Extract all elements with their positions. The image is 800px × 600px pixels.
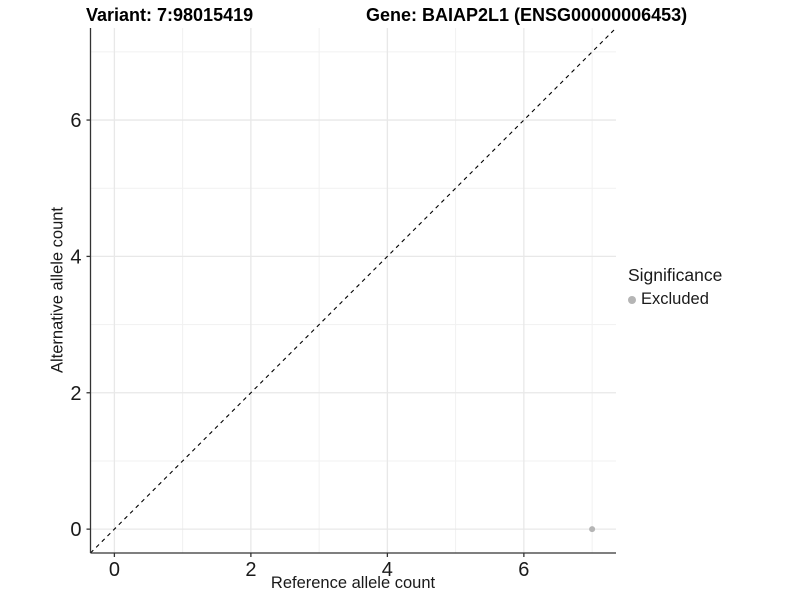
- gene-title: Gene: BAIAP2L1 (ENSG00000006453): [366, 5, 688, 25]
- x-axis-title: Reference allele count: [270, 574, 436, 592]
- x-tick-label: 6: [518, 559, 529, 581]
- y-tick-label: 6: [70, 110, 81, 132]
- legend-item-label: Excluded: [641, 290, 709, 308]
- x-tick-label: 0: [109, 559, 120, 581]
- x-tick-label: 2: [245, 559, 256, 581]
- y-tick-label: 2: [70, 383, 81, 405]
- data-point: [589, 526, 596, 533]
- identity-line: [90, 27, 617, 554]
- legend-item-excluded: Excluded: [628, 290, 722, 309]
- legend: Significance Excluded: [628, 265, 722, 309]
- y-tick-label: 0: [70, 519, 81, 541]
- x-tick-label: 4: [382, 559, 393, 581]
- y-tick-label: 4: [70, 246, 81, 268]
- variant-title: Variant: 7:98015419: [86, 5, 254, 25]
- legend-title: Significance: [628, 265, 723, 285]
- legend-point-icon: [628, 295, 636, 304]
- y-axis-title: Alternative allele count: [48, 206, 67, 374]
